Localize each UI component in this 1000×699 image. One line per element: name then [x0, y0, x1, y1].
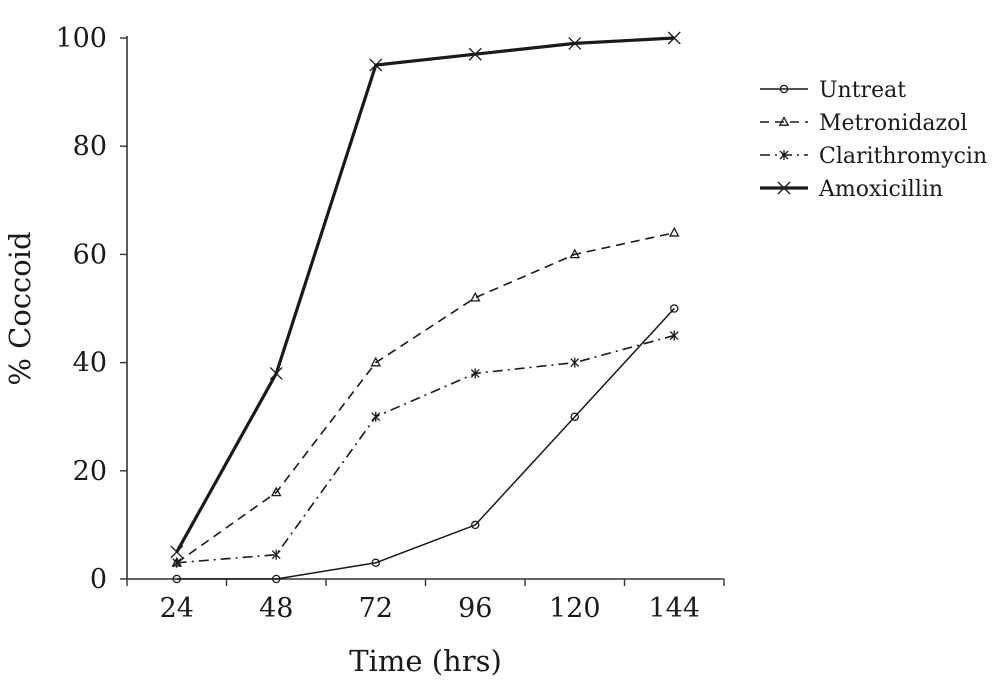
series-amoxicillin-point [269, 366, 283, 380]
series-clarithromycin-point [470, 368, 480, 379]
series-metronidazol-point [469, 291, 481, 302]
series-metronidazol-point [370, 356, 382, 367]
series-amoxicillin [170, 31, 681, 559]
series-clarithromycin-point [371, 411, 381, 422]
series-metronidazol-point [569, 248, 581, 259]
x-tick-label: 24 [160, 593, 194, 624]
series-clarithromycin-point [271, 549, 281, 560]
y-tick-label: 100 [55, 23, 107, 54]
series-clarithromycin-line [176, 334, 675, 564]
legend-metronidazol-label: Metronidazol [819, 111, 967, 136]
series-untreat-point [271, 574, 281, 584]
y-tick-label: 0 [90, 564, 107, 595]
series-amoxicillin-point [468, 47, 482, 61]
series-metronidazol-line [176, 232, 675, 564]
series-amoxicillin-point [667, 31, 681, 45]
legend-untreat: Untreat [760, 78, 906, 103]
x-tick-label: 144 [648, 593, 700, 624]
y-tick-label: 20 [73, 456, 107, 487]
y-tick-label: 80 [73, 131, 107, 162]
legend-untreat-label: Untreat [819, 78, 906, 103]
series-metronidazol [171, 226, 680, 567]
x-tick-label: 96 [458, 593, 492, 624]
series-untreat-point [570, 412, 580, 421]
series-amoxicillin-point [369, 58, 383, 72]
series-untreat-line [176, 307, 675, 580]
series-untreat-point [371, 558, 380, 568]
series-clarithromycin-point [669, 330, 679, 341]
series-amoxicillin-line [175, 36, 675, 553]
axes: 0 20 40 60 80 100 24 48 72 96 120 144 [55, 23, 725, 624]
x-axis-title: Time (hrs) [349, 644, 502, 678]
legend-amoxicillin-label: Amoxicillin [818, 177, 943, 202]
series-metronidazol-point [270, 486, 282, 497]
legend: Untreat Metronidazol Clarithromycin Amoxici… [760, 78, 987, 202]
legend-metronidazol-point [778, 116, 790, 126]
legend-amoxicillin: Amoxicillin [760, 177, 943, 202]
legend-clarithromycin: Clarithromycin [760, 144, 987, 169]
legend-clarithromycin-label: Clarithromycin [819, 144, 987, 169]
series-untreat-point [172, 574, 181, 584]
legend-clarithromycin-point [779, 150, 789, 160]
legend-amoxicillin-point [777, 181, 791, 195]
x-tick-label: 48 [259, 593, 293, 624]
series-clarithromycin-point [570, 357, 580, 368]
x-tick-label: 72 [359, 593, 393, 624]
x-tick-label: 120 [549, 593, 601, 624]
y-tick-label: 60 [73, 239, 107, 270]
series-untreat-point [470, 520, 480, 530]
series-untreat-point [670, 304, 679, 313]
series-amoxicillin-point [170, 545, 184, 559]
series-clarithromycin-point [172, 557, 182, 568]
series-layer [170, 31, 681, 584]
y-axis-title: % Coccoid [3, 231, 37, 385]
series-clarithromycin [172, 330, 679, 568]
series-amoxicillin-point [568, 36, 582, 50]
series-metronidazol-point [668, 226, 680, 237]
series-untreat [172, 304, 679, 584]
legend-untreat-point [779, 84, 789, 94]
y-tick-label: 40 [73, 348, 107, 379]
legend-metronidazol: Metronidazol [760, 111, 967, 136]
